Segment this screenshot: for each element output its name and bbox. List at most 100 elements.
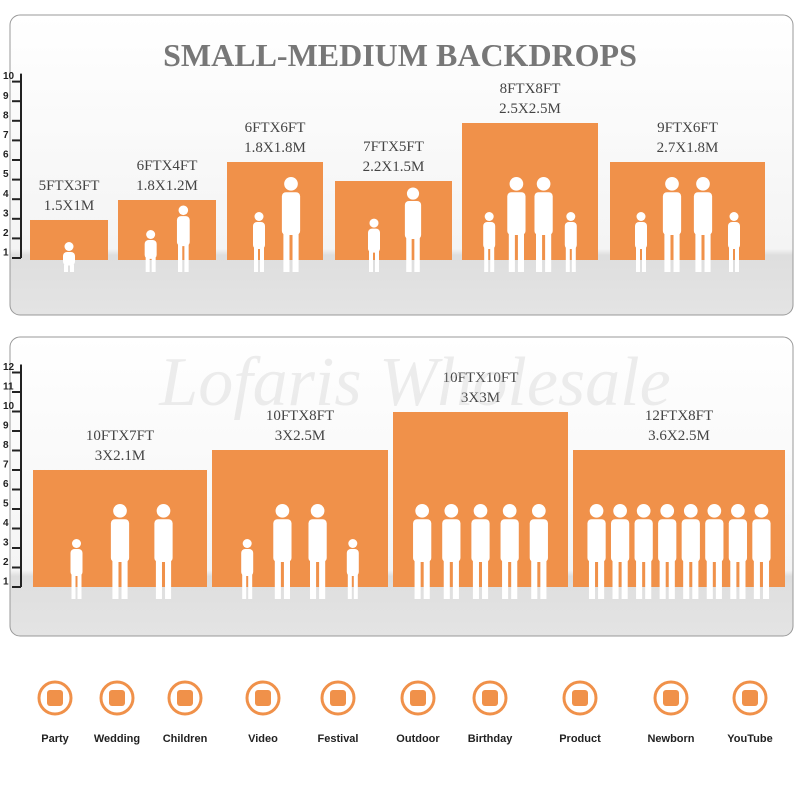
silhouette-body (658, 519, 677, 562)
silhouette-head (406, 187, 420, 200)
silhouette-body (346, 549, 359, 576)
use-icon (167, 680, 203, 716)
use-icon (663, 690, 679, 706)
silhouette-head (156, 504, 171, 518)
silhouette-body (413, 519, 432, 562)
use-icon (99, 680, 135, 716)
silhouette-leg (242, 574, 247, 599)
silhouette-body (404, 200, 422, 240)
silhouette-leg (353, 574, 358, 599)
silhouette-body (728, 222, 740, 249)
use-icon (482, 690, 498, 706)
backdrop (462, 123, 598, 260)
silhouette-leg (369, 251, 373, 272)
silhouette-leg (248, 574, 253, 599)
silhouette-body (705, 519, 724, 562)
silhouette-head (178, 205, 189, 216)
silhouette-leg (423, 559, 430, 599)
backdrop-size-m: 3X2.5M (275, 428, 325, 444)
backdrop-size-m: 2.7X1.8M (657, 140, 719, 156)
backdrop (118, 200, 216, 260)
use-label: Video (248, 733, 278, 745)
backdrop-size-m: 1.8X1.2M (136, 178, 198, 194)
backdrop-size-m: 3X2.1M (95, 448, 145, 464)
use-label: Festival (318, 733, 359, 745)
use-label: Outdoor (396, 733, 440, 745)
silhouette-leg (502, 559, 509, 599)
silhouette-leg (254, 247, 258, 272)
silhouette-body (529, 519, 548, 562)
use-icon (109, 690, 125, 706)
silhouette-leg (310, 559, 317, 599)
silhouette-head (636, 504, 651, 518)
silhouette-leg (155, 559, 162, 599)
silhouette-body (610, 519, 630, 562)
ruler-label: 3 (3, 208, 9, 219)
silhouette-leg (753, 559, 760, 599)
use-label: Product (559, 733, 601, 745)
use-icon (410, 690, 426, 706)
silhouette-body (564, 222, 577, 249)
silhouette-leg (598, 559, 605, 599)
use-icon (400, 680, 436, 716)
silhouette-body (693, 192, 713, 235)
use-label: Children (163, 733, 208, 745)
silhouette-head (113, 504, 127, 518)
ruler-label: 3 (3, 538, 9, 549)
silhouette-leg (145, 257, 150, 272)
silhouette-leg (692, 559, 699, 599)
backdrop-size-m: 3.6X2.5M (648, 428, 710, 444)
ruler-label: 4 (3, 518, 9, 529)
silhouette-leg (472, 559, 479, 599)
silhouette-leg (283, 559, 290, 599)
backdrop (610, 162, 765, 260)
silhouette-body (63, 252, 75, 266)
silhouette-head (348, 539, 358, 548)
silhouette-body (635, 222, 647, 249)
silhouette-leg (375, 251, 379, 272)
silhouette-leg (184, 244, 189, 272)
backdrop (573, 450, 785, 587)
use-icon (37, 680, 73, 716)
silhouette-head (310, 504, 325, 518)
ruler-label: 9 (3, 421, 9, 432)
silhouette-leg (414, 236, 420, 272)
backdrop (212, 450, 388, 587)
silhouette-leg (735, 247, 739, 272)
silhouette-leg (165, 559, 172, 599)
silhouette-leg (64, 264, 68, 272)
silhouette-leg (452, 559, 459, 599)
silhouette-leg (636, 559, 643, 599)
backdrop (227, 162, 323, 260)
silhouette-leg (540, 559, 547, 599)
ruler-label: 7 (3, 460, 9, 471)
silhouette-head (566, 212, 576, 221)
silhouette-head (72, 539, 81, 548)
silhouette-head (636, 212, 646, 221)
backdrop-size-ft: 5FTX3FT (39, 178, 100, 194)
backdrop-size-m: 2.5X2.5M (499, 101, 561, 117)
silhouette-leg (668, 559, 675, 599)
silhouette-body (507, 192, 526, 235)
silhouette-leg (283, 232, 290, 272)
backdrop-size-m: 2.2X1.5M (363, 159, 425, 175)
ruler-label: 10 (3, 401, 15, 412)
silhouette-head (536, 177, 551, 191)
silhouette-head (707, 504, 722, 518)
silhouette-body (144, 240, 157, 259)
use-icon (177, 690, 193, 706)
ruler-label: 9 (3, 91, 9, 102)
title: SMALL-MEDIUM BACKDROPS (163, 37, 637, 73)
use-icon (732, 680, 768, 716)
silhouette-leg (531, 559, 538, 599)
ruler-label: 7 (3, 130, 9, 141)
silhouette-head (696, 177, 710, 191)
silhouette-leg (571, 247, 576, 272)
silhouette-head (683, 504, 698, 518)
silhouette-leg (612, 559, 619, 599)
silhouette-leg (292, 232, 299, 272)
silhouette-body (752, 519, 771, 562)
silhouette-head (254, 212, 264, 221)
use-icon (245, 680, 281, 716)
silhouette-leg (151, 257, 156, 272)
